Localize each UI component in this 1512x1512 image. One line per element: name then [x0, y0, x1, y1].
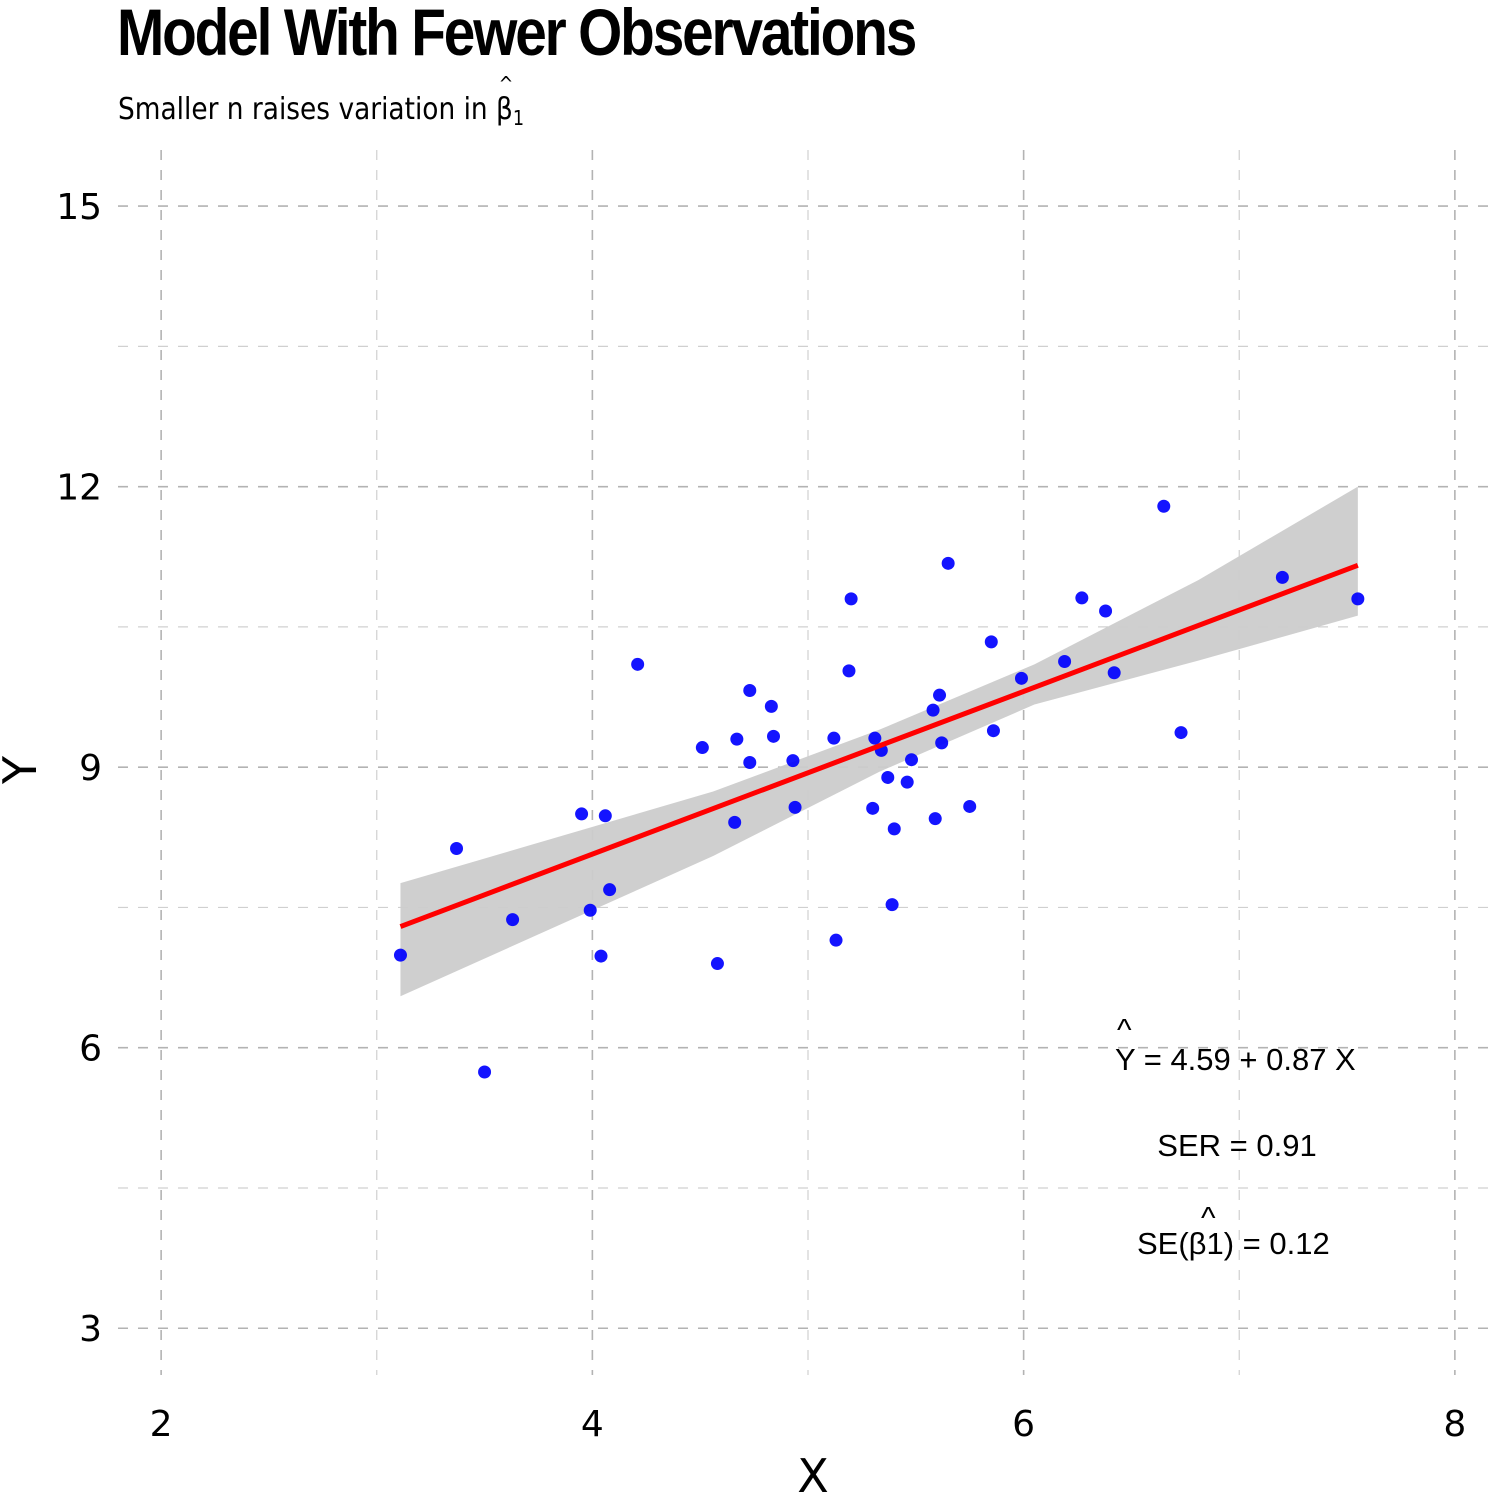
regression-line	[399, 562, 1359, 929]
data-point	[984, 635, 998, 649]
data-point	[900, 775, 914, 789]
data-point	[986, 724, 1000, 738]
data-point	[598, 809, 612, 823]
data-point	[881, 770, 895, 784]
data-point	[1275, 570, 1289, 584]
data-point	[941, 556, 955, 570]
data-point	[866, 801, 880, 815]
x-axis-ticks: 2 4 6 8	[150, 1404, 1467, 1445]
y-tick-label-12: 12	[56, 468, 102, 509]
data-point	[478, 1065, 492, 1079]
data-point	[885, 898, 899, 912]
data-point	[1099, 604, 1113, 618]
data-point	[1075, 591, 1089, 605]
data-point	[829, 933, 843, 947]
annotation-se-beta: ^ SE(β1) = 0.12	[1137, 1200, 1330, 1261]
data-point	[575, 807, 589, 821]
data-point	[583, 903, 597, 917]
y-tick-label-3: 3	[79, 1309, 102, 1350]
data-point	[450, 842, 464, 856]
subtitle-beta-subscript: 1	[512, 106, 525, 130]
x-tick-label-4: 4	[581, 1404, 604, 1445]
data-point	[1014, 671, 1028, 685]
data-point	[730, 732, 744, 746]
data-point	[928, 812, 942, 826]
y-tick-label-9: 9	[79, 748, 102, 789]
y-tick-label-6: 6	[79, 1029, 102, 1070]
data-point	[926, 703, 940, 717]
y-axis-title: Y	[0, 755, 47, 785]
data-point	[767, 729, 780, 743]
data-point	[827, 731, 841, 745]
data-point	[844, 592, 858, 606]
data-point	[764, 699, 778, 713]
data-point	[788, 800, 802, 814]
data-points	[393, 499, 1365, 1079]
data-point	[594, 949, 608, 963]
subtitle-text: Smaller n raises variation in	[118, 92, 488, 127]
se-beta-text: SE(β1) = 0.12	[1137, 1226, 1330, 1261]
data-point	[695, 741, 709, 755]
y-tick-label-15: 15	[56, 187, 102, 228]
se-beta-hat: ^	[1201, 1200, 1216, 1235]
data-point	[506, 913, 520, 927]
data-point	[868, 731, 882, 745]
data-point	[603, 883, 617, 897]
x-tick-label-6: 6	[1012, 1404, 1035, 1445]
data-point	[933, 688, 947, 702]
chart-subtitle: Smaller n raises variation in β1	[118, 72, 525, 130]
data-point	[1174, 726, 1188, 740]
subtitle-beta-symbol: β	[496, 72, 514, 127]
data-point	[842, 664, 856, 678]
data-point	[393, 948, 407, 962]
data-point	[887, 822, 901, 836]
data-point	[728, 815, 742, 829]
y-axis-ticks: 3 6 9 12 15	[56, 187, 102, 1350]
data-point	[710, 957, 724, 971]
grid-lines	[118, 150, 1498, 1375]
data-point	[1157, 499, 1171, 513]
equation-text: Y = 4.59 + 0.87 X	[1115, 1042, 1356, 1077]
data-point	[786, 754, 800, 768]
data-point	[743, 683, 757, 697]
data-point	[905, 753, 918, 767]
chart-title: Model With Fewer Observations	[117, 0, 917, 69]
data-point	[1058, 655, 1072, 669]
data-point	[743, 756, 757, 769]
x-tick-label-8: 8	[1443, 1404, 1466, 1445]
x-axis-title: X	[797, 1449, 829, 1503]
data-point	[1107, 666, 1121, 680]
x-tick-label-2: 2	[150, 1404, 173, 1445]
data-point	[963, 799, 977, 813]
data-point	[631, 657, 645, 671]
annotation-ser: SER = 0.91	[1157, 1128, 1316, 1163]
data-point	[935, 736, 949, 750]
fit-line-group	[399, 562, 1359, 929]
data-point	[1351, 592, 1365, 606]
equation-hat: ^	[1117, 1012, 1132, 1047]
annotation-equation: ^ Y = 4.59 + 0.87 X	[1115, 1012, 1356, 1077]
